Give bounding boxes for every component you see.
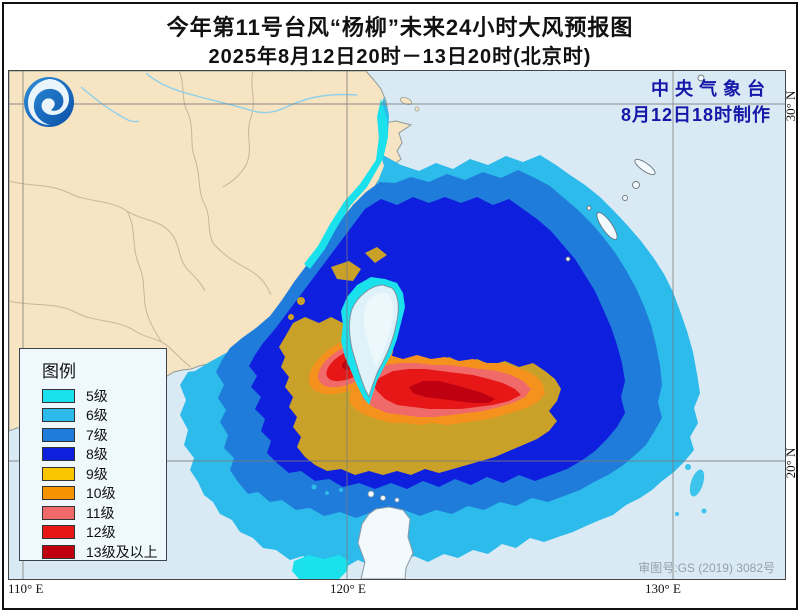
legend-swatch xyxy=(42,427,75,442)
legend-row: 6级 xyxy=(32,406,166,426)
legend-items: 5级 6级 7级 8级 9级 10级 11级 12级 13级及以上 xyxy=(32,386,166,562)
legend-label: 5级 xyxy=(86,387,108,404)
page-title: 今年第11号台风“杨柳”未来24小时大风预报图 xyxy=(166,15,634,40)
legend-label: 13级及以上 xyxy=(86,543,158,560)
province-borders xyxy=(9,71,272,368)
page-subtitle: 2025年8月12日20时－13日20时(北京时) xyxy=(208,46,592,68)
legend-swatch xyxy=(42,447,75,462)
agency-name: 中央气象台 xyxy=(651,79,771,99)
luzon-island xyxy=(311,484,414,579)
legend-row: 8级 xyxy=(32,445,166,465)
rivers xyxy=(80,72,358,123)
agency-credit: 中央气象台 8月12日18时制作 xyxy=(621,75,771,127)
lon-label-130e: 130° E xyxy=(645,581,681,596)
legend-row: 13级及以上 xyxy=(32,542,166,562)
legend-label: 10级 xyxy=(86,485,116,502)
legend-row: 12级 xyxy=(32,523,166,543)
legend-row: 9级 xyxy=(32,464,166,484)
legend-title: 图例 xyxy=(42,362,76,381)
legend-label: 6级 xyxy=(86,407,108,424)
legend-label: 12级 xyxy=(86,524,116,541)
legend-swatch xyxy=(42,408,75,423)
legend-row: 5级 xyxy=(32,386,166,406)
legend-label: 11级 xyxy=(86,504,115,521)
legend-label: 9级 xyxy=(86,465,108,482)
map-canvas xyxy=(9,71,785,579)
legend-swatch xyxy=(42,466,75,481)
ryukyu-islands xyxy=(565,74,705,262)
lon-label-110e: 110° E xyxy=(8,581,44,596)
issue-time: 8月12日18时制作 xyxy=(620,105,771,125)
legend-row: 7级 xyxy=(32,425,166,445)
lon-label-120e: 120° E xyxy=(330,581,366,596)
lat-label-30n: 30° N xyxy=(783,90,798,122)
legend: 图例 5级 6级 7级 8级 9级 10级 11级 12级 13级及以上 xyxy=(19,348,167,561)
legend-label: 7级 xyxy=(86,426,108,443)
map-approval-number: 审图号:GS (2019) 3082号 xyxy=(638,561,775,575)
legend-swatch xyxy=(42,388,75,403)
forecast-map: 中央气象台 8月12日18时制作 审图号:GS (2019) 3082号 图例 … xyxy=(8,70,786,580)
cma-logo-icon xyxy=(24,77,74,127)
taiwan-island xyxy=(348,284,399,399)
legend-row: 10级 xyxy=(32,484,166,504)
legend-swatch xyxy=(42,525,75,540)
legend-label: 8级 xyxy=(86,446,108,463)
southeast-islands xyxy=(675,464,707,516)
legend-swatch xyxy=(42,544,75,559)
lat-label-20n: 20° N xyxy=(783,447,798,479)
legend-swatch xyxy=(42,505,75,520)
legend-row: 11级 xyxy=(32,503,166,523)
legend-swatch xyxy=(42,486,75,501)
